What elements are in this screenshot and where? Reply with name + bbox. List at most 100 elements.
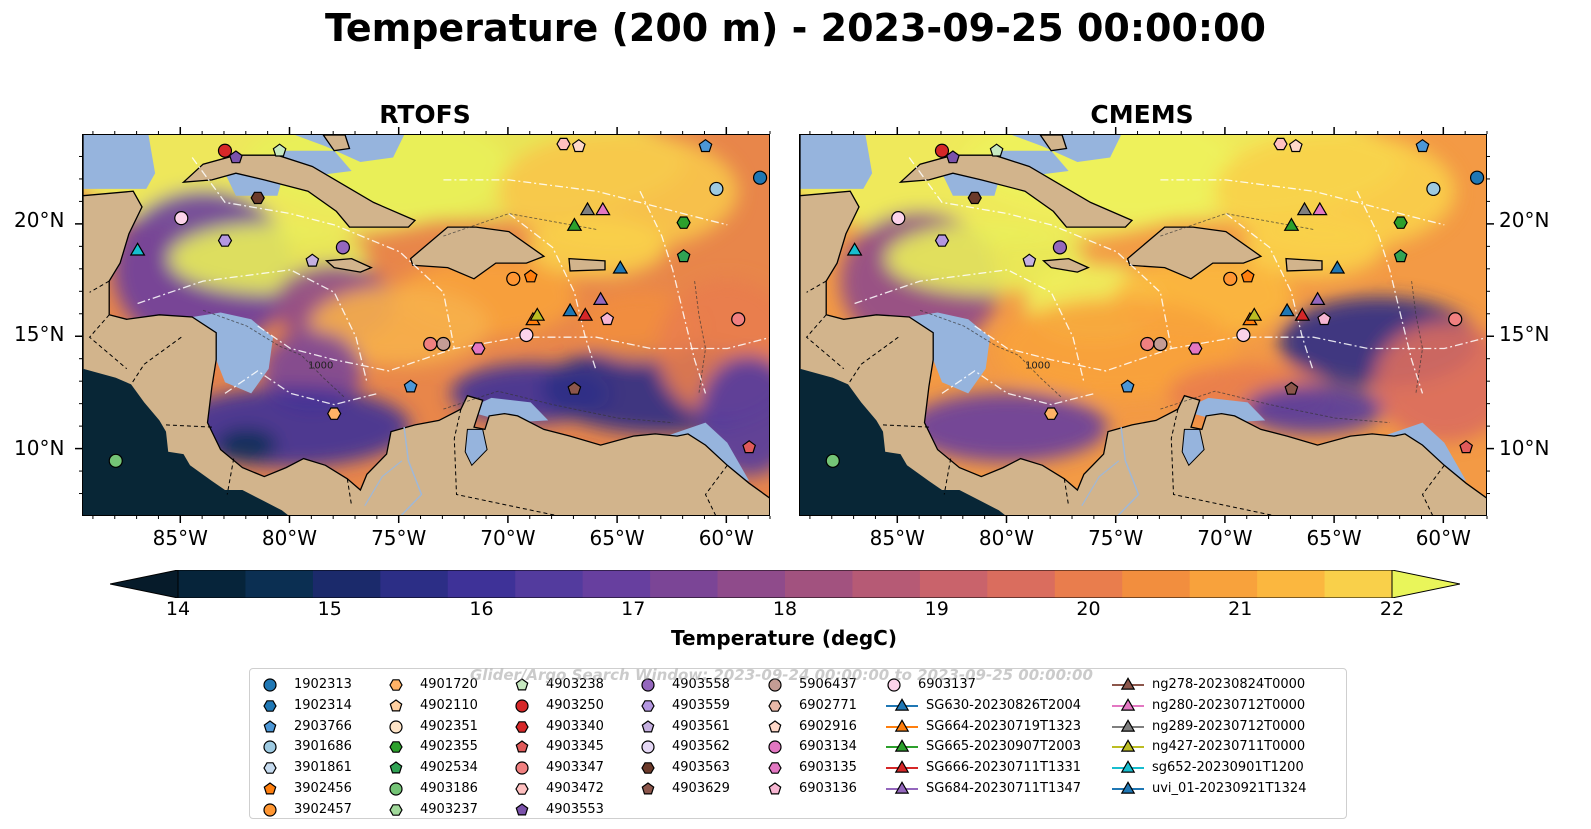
legend-label: ng278-20230824T0000: [1152, 677, 1306, 692]
map-marker: [250, 191, 265, 205]
lon-label: 65°W: [589, 526, 645, 550]
map-marker: [228, 150, 243, 164]
search-window-watermark: Glider/Argo Search Window: 2023-09-24 00…: [470, 666, 1093, 684]
legend-marker: [515, 699, 529, 713]
legend-label: 4903561: [672, 718, 730, 734]
map-marker: [529, 307, 546, 321]
map-marker: [1283, 217, 1300, 231]
map-marker: [577, 307, 594, 321]
legend-label: 4903559: [672, 697, 730, 713]
legend-label: 3902457: [294, 801, 352, 817]
lon-label: 85°W: [152, 526, 208, 550]
map-marker: [1284, 381, 1299, 395]
legend-label: 4903629: [672, 781, 730, 796]
map-marker: [217, 143, 233, 158]
legend-label: 3901861: [294, 760, 352, 776]
colorbar-tick-label: 19: [924, 598, 949, 620]
colorbar-segment: [1122, 570, 1191, 598]
colorbar-segment: [582, 570, 651, 598]
map-marker: [1329, 260, 1346, 274]
legend-marker: [263, 803, 277, 817]
colorbar-segment: [650, 570, 719, 598]
map-marker: [967, 191, 982, 205]
legend-marker: [894, 739, 910, 753]
legend-label: 2903766: [294, 718, 352, 734]
colorbar-tick-label: 17: [621, 598, 646, 620]
colorbar-tick-label: 20: [1076, 598, 1101, 620]
map-panel-cmems: 1000: [799, 134, 1487, 516]
map-cmems-svg: 1000: [800, 135, 1486, 515]
colorbar-segment: [515, 570, 584, 598]
colorbar-tick-label: 18: [772, 598, 798, 620]
map-marker: [752, 170, 768, 185]
legend-label: 4902110: [420, 697, 478, 713]
legend-marker: [389, 679, 403, 691]
legend-label: 6902771: [799, 697, 857, 713]
map-marker: [1415, 138, 1430, 153]
legend-marker: [1120, 677, 1136, 690]
map-marker: [676, 249, 691, 263]
legend-marker: [1120, 697, 1136, 711]
map-marker: [403, 379, 418, 393]
map-marker: [567, 381, 582, 395]
map-marker: [272, 143, 287, 157]
legend-marker: [389, 699, 403, 712]
legend-marker: [515, 803, 529, 816]
legend-label: 4903340: [546, 718, 604, 734]
legend-marker: [894, 760, 910, 773]
legend-label: 4903347: [546, 760, 604, 776]
map-marker: [1188, 342, 1203, 355]
legend-marker: [641, 678, 655, 692]
contour-label: 1000: [1025, 361, 1050, 372]
legend-label: 4903562: [672, 739, 730, 755]
legend-marker: [768, 678, 782, 692]
legend-marker: [263, 678, 277, 692]
lat-label-20n-right: 20°N: [1499, 208, 1550, 232]
lon-label: 70°W: [1197, 526, 1253, 550]
map-marker: [1393, 216, 1408, 229]
lon-label: 60°W: [1415, 526, 1471, 550]
legend-label: 4902534: [420, 760, 478, 776]
legend-label: SG684-20230711T1347: [926, 781, 1082, 796]
legend-marker: [894, 697, 910, 711]
legend-marker: [515, 761, 529, 775]
legend-label: 6903137: [918, 677, 976, 692]
legend-marker: [263, 762, 277, 774]
colorbar-tick-label: 16: [469, 598, 494, 620]
legend-label: 4903558: [672, 677, 730, 692]
map-marker: [1240, 269, 1255, 283]
map-marker: [1279, 302, 1295, 317]
legend-marker: [894, 781, 910, 794]
map-marker: [1236, 327, 1251, 343]
colorbar-segment: [178, 570, 247, 598]
legend-label: 1902314: [294, 697, 352, 713]
map-marker: [562, 302, 578, 317]
legend-label: 1902313: [294, 677, 352, 692]
legend-marker: [515, 678, 529, 691]
legend-label: 4902355: [420, 739, 478, 755]
legend-label: ng280-20230712T0000: [1152, 697, 1306, 713]
map-marker: [1246, 307, 1263, 321]
lon-label: 70°W: [480, 526, 536, 550]
colorbar-segment: [987, 570, 1056, 598]
legend-label: uvi_01-20230921T1324: [1152, 781, 1307, 796]
legend-label: 4903238: [546, 677, 604, 692]
map-marker: [1294, 307, 1311, 321]
map-marker: [595, 201, 611, 216]
legend-marker: [263, 740, 277, 754]
map-marker: [1052, 240, 1068, 255]
map-marker: [556, 137, 571, 151]
map-marker: [934, 143, 950, 158]
legend-marker: [641, 782, 655, 795]
map-marker: [945, 150, 960, 164]
legend-label: 4903237: [420, 801, 478, 817]
map-marker: [579, 201, 596, 216]
map-marker: [698, 138, 713, 153]
legend-label: 4901720: [420, 677, 478, 692]
legend-marker: [389, 782, 403, 796]
map-marker: [1153, 336, 1168, 352]
map-marker: [731, 312, 746, 327]
colorbar-segment: [1257, 570, 1326, 598]
legend-marker: [389, 719, 403, 734]
